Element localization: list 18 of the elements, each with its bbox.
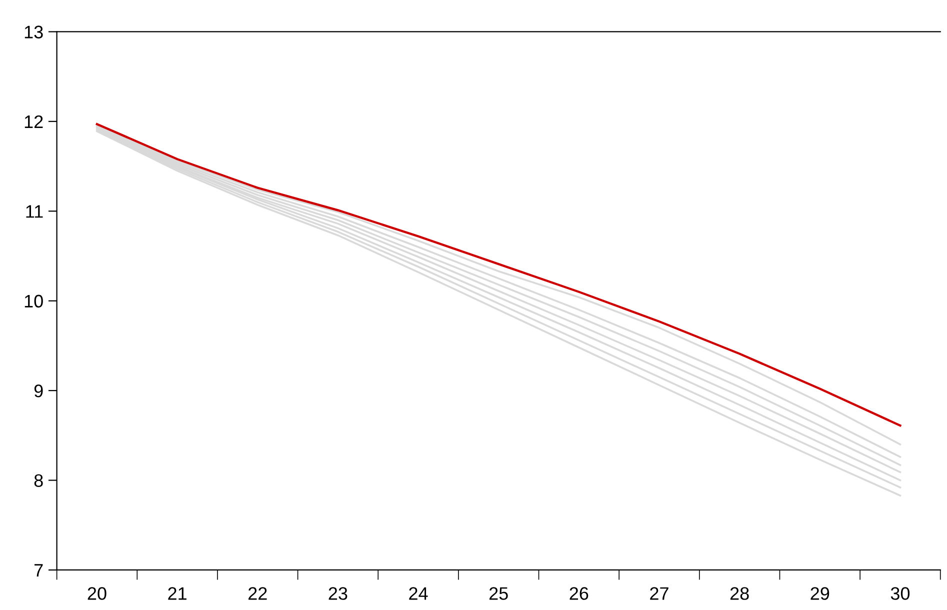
y-tick-label: 9 <box>34 384 43 398</box>
y-tick-label: 12 <box>24 115 43 128</box>
x-tick-label: 26 <box>570 587 588 600</box>
x-tick-label: 22 <box>248 587 267 600</box>
x-tick-label: 20 <box>88 587 106 600</box>
x-tick-label: 25 <box>489 587 508 600</box>
x-tick-label: 30 <box>890 587 910 600</box>
x-tick-label: 29 <box>810 587 830 600</box>
x-tick-label: 28 <box>730 587 749 600</box>
x-tick-label: 21 <box>168 587 186 600</box>
y-tick-label: 7 <box>34 564 43 577</box>
y-tick-label: 11 <box>26 205 43 218</box>
y-tick-label: 8 <box>34 474 43 487</box>
y-tick-label: 13 <box>24 26 43 38</box>
y-tick-label: 10 <box>24 294 43 308</box>
x-tick-label: 23 <box>328 587 348 600</box>
x-tick-label: 24 <box>409 587 428 600</box>
x-tick-label: 27 <box>650 587 668 600</box>
